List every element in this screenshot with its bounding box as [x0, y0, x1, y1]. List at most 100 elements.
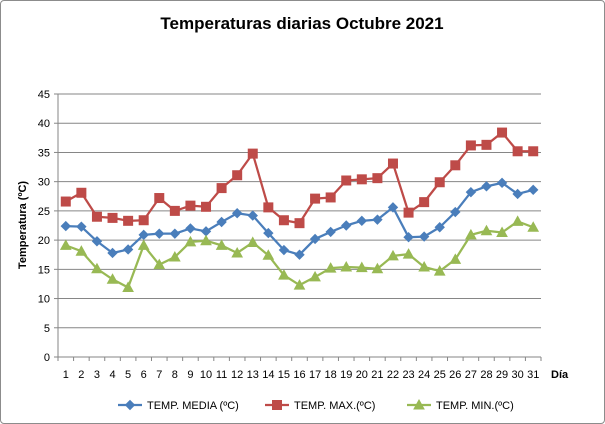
- data-point: [247, 210, 258, 221]
- data-point: [512, 188, 523, 200]
- legend-item: TEMP. MIN.(ºC): [407, 398, 514, 412]
- y-tick-label: 40: [38, 118, 50, 130]
- data-point: [341, 175, 352, 186]
- data-point: [372, 173, 383, 184]
- data-point: [496, 226, 508, 238]
- x-tick-label: 30: [512, 369, 524, 381]
- data-point: [480, 224, 493, 236]
- data-point: [496, 177, 508, 189]
- data-point: [184, 235, 197, 247]
- x-axis-label: Día: [551, 369, 569, 381]
- x-tick-label: 28: [480, 369, 492, 381]
- data-point: [216, 183, 227, 194]
- legend: TEMP. MEDIA (ºC) TEMP. MAX.(ºC) TEMP. MIN.…: [118, 398, 514, 412]
- data-point: [433, 265, 446, 276]
- x-tick-label: 23: [402, 369, 414, 381]
- data-point: [294, 218, 305, 229]
- data-point: [91, 236, 103, 247]
- data-point: [449, 253, 462, 264]
- y-tick-label: 0: [44, 352, 50, 364]
- data-point: [511, 215, 524, 226]
- x-tick-label: 26: [449, 369, 461, 381]
- data-point: [497, 127, 508, 138]
- data-point: [201, 201, 212, 212]
- data-point: [310, 193, 321, 204]
- legend-label: TEMP. MIN.(ºC): [436, 400, 514, 412]
- y-tick-label: 25: [38, 206, 50, 218]
- data-point: [418, 260, 430, 272]
- data-point: [246, 236, 259, 247]
- data-point: [91, 262, 103, 274]
- data-point: [75, 245, 88, 256]
- data-point: [403, 231, 414, 243]
- data-point: [185, 223, 196, 234]
- x-tick-label: 10: [200, 369, 212, 381]
- legend-marker: [272, 400, 282, 410]
- x-tick-label: 1: [63, 369, 69, 381]
- data-point: [387, 158, 398, 169]
- data-point: [293, 279, 306, 290]
- data-point: [418, 231, 430, 242]
- y-tick-label: 45: [38, 89, 50, 101]
- x-tick-label: 27: [465, 369, 477, 381]
- data-point: [138, 215, 149, 226]
- data-point: [231, 246, 244, 258]
- data-point: [60, 196, 71, 207]
- data-point: [450, 160, 461, 171]
- data-point: [403, 207, 414, 218]
- data-point: [122, 281, 134, 292]
- x-tick-label: 3: [94, 369, 100, 381]
- y-tick-label: 20: [38, 235, 50, 247]
- y-tick-label: 15: [38, 264, 50, 276]
- data-point: [247, 148, 258, 159]
- legend-item: TEMP. MAX.(ºC): [265, 400, 375, 412]
- x-tick-labels: 1 2 3 4 5 6 7 8 9 10 11 12 13 14 15 16 17 18 19 20 21 22 23 24 2…: [63, 369, 540, 381]
- x-tick-label: 5: [125, 369, 131, 381]
- data-point: [419, 197, 430, 208]
- data-point: [309, 270, 321, 282]
- x-tick-label: 21: [371, 369, 383, 381]
- x-tick-label: 29: [496, 369, 508, 381]
- data-point: [106, 273, 119, 284]
- data-point: [325, 226, 336, 238]
- data-point: [216, 216, 227, 228]
- series-lines: [59, 127, 540, 292]
- chart-title: Temperaturas diarias Octubre 2021: [160, 14, 443, 33]
- x-tick-label: 31: [527, 369, 539, 381]
- data-point: [465, 186, 477, 198]
- x-tick-label: 7: [156, 369, 162, 381]
- data-point: [528, 146, 539, 157]
- axes: [54, 93, 542, 361]
- legend-label: TEMP. MAX.(ºC): [294, 400, 375, 412]
- data-point: [340, 260, 353, 272]
- data-point: [465, 140, 476, 151]
- data-point: [528, 184, 539, 196]
- data-point: [153, 258, 166, 270]
- data-point: [91, 211, 102, 222]
- y-tick-label: 5: [44, 323, 50, 335]
- data-point: [154, 228, 165, 239]
- data-point: [341, 220, 352, 231]
- data-point: [123, 215, 134, 226]
- x-tick-label: 17: [309, 369, 321, 381]
- data-point: [434, 177, 445, 188]
- data-point: [107, 247, 118, 259]
- data-point: [356, 174, 367, 185]
- data-point: [481, 181, 492, 192]
- data-point: [356, 215, 368, 227]
- data-point: [215, 239, 228, 250]
- x-tick-label: 20: [356, 369, 368, 381]
- y-tick-label: 10: [38, 294, 50, 306]
- data-point: [371, 262, 384, 274]
- series-line: [65, 131, 534, 225]
- gridlines: [58, 93, 541, 329]
- series-1: [60, 177, 539, 260]
- data-point: [324, 262, 337, 273]
- data-point: [263, 227, 274, 239]
- data-point: [262, 249, 275, 260]
- data-point: [137, 239, 150, 250]
- data-point: [278, 244, 290, 256]
- data-point: [122, 244, 134, 255]
- data-point: [294, 249, 305, 260]
- data-point: [278, 269, 290, 280]
